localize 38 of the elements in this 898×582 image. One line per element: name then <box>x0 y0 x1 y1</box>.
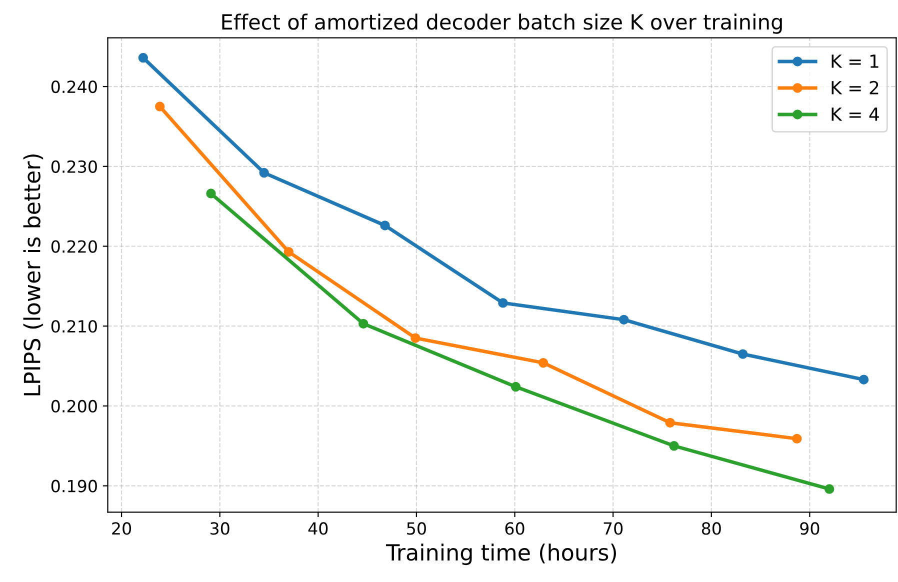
legend-label: K = 4 <box>832 108 879 121</box>
point <box>669 441 679 451</box>
y-tick-label: 0.200 <box>51 400 97 413</box>
point <box>824 484 834 494</box>
y-tick-label: 0.230 <box>51 160 97 173</box>
point <box>259 168 269 178</box>
point <box>358 318 368 329</box>
y-tick-label: 0.190 <box>51 480 97 492</box>
point <box>510 382 521 392</box>
point <box>738 349 748 359</box>
y-tick-label: 0.220 <box>51 240 97 253</box>
chart-title: Effect of amortized decoder batch size K over training <box>222 14 782 34</box>
point <box>284 246 294 257</box>
point <box>155 102 165 112</box>
x-axis-title: Training time (hours) <box>386 544 616 566</box>
point <box>410 333 420 343</box>
point <box>498 298 508 308</box>
point <box>206 188 216 198</box>
point <box>380 220 390 230</box>
y-axis-title: LPIPS (lower is better) <box>23 154 44 396</box>
x-tick-label: 50 <box>407 522 426 535</box>
x-tick-label: 80 <box>702 522 721 535</box>
point <box>665 418 675 428</box>
point <box>619 314 629 325</box>
legend-label: K = 1 <box>832 54 878 68</box>
y-tick-label: 0.240 <box>51 80 97 94</box>
x-tick-label: 90 <box>800 522 820 535</box>
x-tick-label: 20 <box>112 522 132 535</box>
point <box>138 52 148 63</box>
x-tick-label: 70 <box>604 522 623 535</box>
point <box>858 374 869 384</box>
point <box>792 434 802 444</box>
x-tick-label: 30 <box>210 522 230 535</box>
point <box>538 358 548 368</box>
y-tick-label: 0.210 <box>51 320 97 333</box>
x-tick-label: 40 <box>308 522 328 535</box>
x-tick-label: 60 <box>505 522 524 535</box>
legend-label: K = 2 <box>832 80 878 94</box>
